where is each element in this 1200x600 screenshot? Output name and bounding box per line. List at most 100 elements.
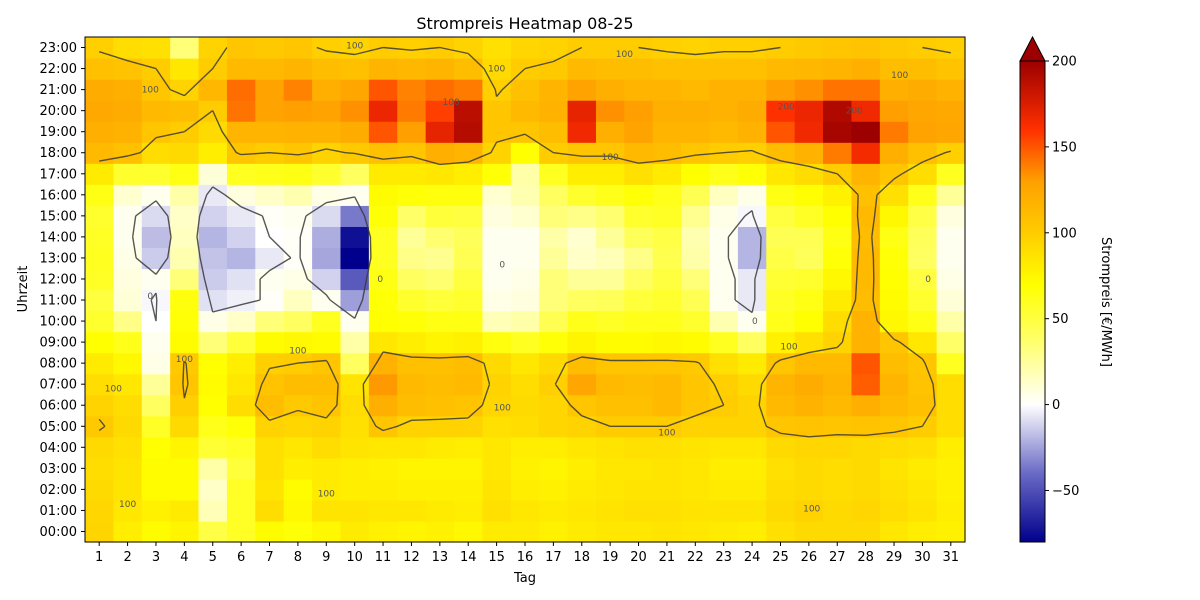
heatmap-cell — [312, 457, 342, 480]
heatmap-cell — [141, 394, 171, 417]
heatmap-cell — [766, 247, 796, 270]
heatmap-cell — [368, 520, 398, 543]
heatmap-cell — [397, 394, 427, 417]
contour-label: 0 — [147, 292, 153, 302]
heatmap-cell — [595, 394, 625, 417]
heatmap-cell — [482, 394, 512, 417]
heatmap-cell — [766, 331, 796, 354]
heatmap-cell — [681, 373, 711, 396]
x-tick-label: 21 — [659, 550, 676, 565]
heatmap-cell — [823, 499, 853, 522]
heatmap-cell — [85, 436, 114, 459]
heatmap-cell — [879, 163, 909, 185]
heatmap-cell — [936, 268, 966, 291]
heatmap-cell — [85, 58, 114, 80]
heatmap-cell — [312, 205, 342, 227]
heatmap-cell — [681, 226, 711, 249]
heatmap-cell — [510, 226, 540, 249]
heatmap-cell — [624, 184, 654, 206]
contour-label: 100 — [494, 403, 511, 413]
heatmap-cell — [397, 373, 427, 396]
heatmap-cell — [851, 436, 881, 459]
heatmap-cell — [283, 247, 313, 270]
heatmap-cell — [652, 184, 682, 206]
heatmap-cell — [709, 184, 739, 206]
heatmap-cell — [368, 478, 398, 501]
heatmap-cell — [454, 457, 484, 480]
heatmap-cell — [737, 184, 767, 206]
heatmap-cell — [624, 478, 654, 501]
heatmap-cell — [652, 478, 682, 501]
heatmap-cell — [879, 499, 909, 522]
heatmap-cell — [766, 163, 796, 185]
heatmap-cell — [340, 79, 370, 101]
heatmap-cell — [851, 352, 881, 375]
heatmap-cell — [425, 457, 455, 480]
heatmap-cell — [851, 142, 881, 164]
heatmap-cell — [709, 436, 739, 459]
heatmap-cell — [510, 100, 540, 122]
heatmap-cell — [141, 226, 171, 249]
heatmap-cell — [539, 352, 569, 375]
heatmap-cell — [226, 457, 256, 480]
heatmap-cell — [936, 373, 966, 396]
x-tick-label: 6 — [237, 550, 245, 565]
heatmap-cell — [170, 394, 200, 417]
heatmap-cell — [652, 373, 682, 396]
heatmap-cell — [283, 478, 313, 501]
heatmap-cell — [908, 205, 938, 227]
heatmap-cell — [510, 37, 540, 59]
heatmap-cell — [368, 247, 398, 270]
heatmap-cell — [425, 520, 455, 543]
heatmap-cell — [510, 142, 540, 164]
heatmap-cell — [425, 163, 455, 185]
heatmap-cell — [85, 100, 114, 122]
heatmap-cell — [595, 268, 625, 291]
heatmap-cell — [141, 499, 171, 522]
heatmap-cell — [283, 457, 313, 480]
heatmap-cell — [368, 310, 398, 333]
heatmap-cell — [368, 184, 398, 206]
heatmap-cell — [482, 352, 512, 375]
heatmap-cell — [397, 121, 427, 143]
heatmap-cell — [141, 331, 171, 354]
heatmap-cell — [85, 121, 114, 143]
heatmap-cell — [454, 394, 484, 417]
heatmap-cell — [794, 247, 824, 270]
heatmap-cell — [482, 499, 512, 522]
heatmap-cell — [823, 352, 853, 375]
heatmap-cell — [340, 289, 370, 312]
heatmap-cell — [595, 226, 625, 249]
heatmap-cell — [397, 478, 427, 501]
heatmap-cell — [709, 394, 739, 417]
heatmap-cell — [681, 79, 711, 101]
heatmap-cell — [425, 331, 455, 354]
x-tick-label: 15 — [488, 550, 505, 565]
heatmap-cell — [681, 331, 711, 354]
y-tick-label: 14:00 — [40, 230, 77, 245]
heatmap-cell — [936, 478, 966, 501]
heatmap-cell — [340, 520, 370, 543]
heatmap-cell — [283, 184, 313, 206]
y-tick-label: 07:00 — [40, 378, 77, 393]
heatmap-cell — [198, 352, 228, 375]
heatmap-cell — [454, 331, 484, 354]
contour-label: 100 — [346, 41, 363, 51]
heatmap-cell — [567, 310, 597, 333]
x-tick-label: 9 — [322, 550, 330, 565]
heatmap-cell — [198, 247, 228, 270]
heatmap-cell — [879, 184, 909, 206]
colorbar-extend-triangle — [1019, 35, 1046, 62]
heatmap-cell — [454, 142, 484, 164]
heatmap-cell — [851, 394, 881, 417]
heatmap-cell — [113, 163, 143, 185]
heatmap-cell — [312, 436, 342, 459]
heatmap-cell — [255, 352, 285, 375]
heatmap-cell — [340, 499, 370, 522]
heatmap-cell — [624, 142, 654, 164]
heatmap-cell — [595, 289, 625, 312]
heatmap-cell — [510, 499, 540, 522]
heatmap-cell — [226, 205, 256, 227]
heatmap-cell — [226, 247, 256, 270]
heatmap-cell — [624, 457, 654, 480]
